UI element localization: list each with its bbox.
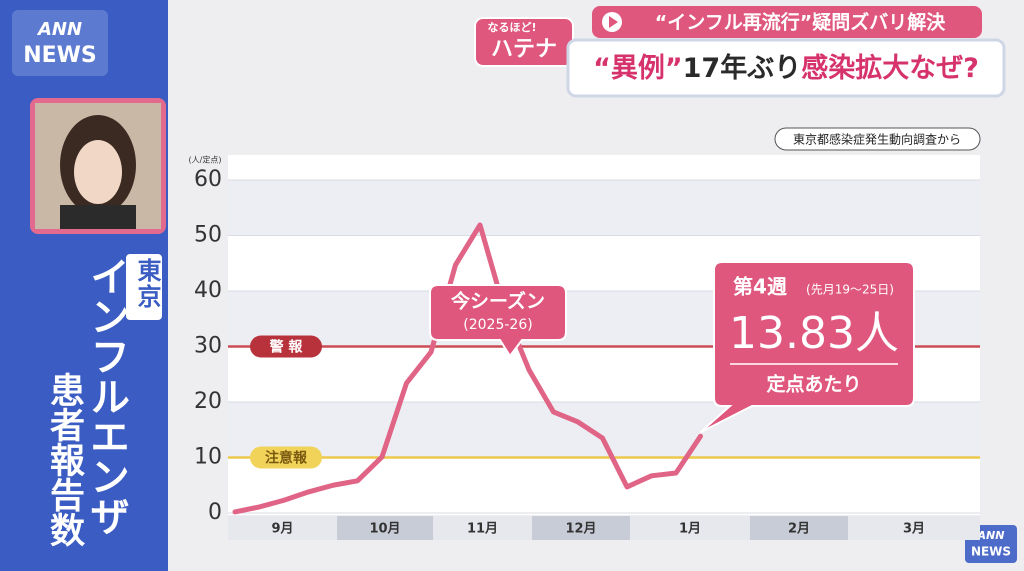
y-tick-label: 50 (194, 223, 222, 248)
x-tick-label: 11月 (467, 522, 498, 537)
stripe (228, 180, 980, 236)
logo-box (12, 10, 108, 76)
side-place: 東京 (133, 258, 161, 310)
threshold-label: 注意報 (265, 450, 308, 467)
headline-part: 感染拡大なぜ? (801, 52, 979, 84)
data-line (232, 222, 703, 515)
badge: ハテナ (491, 37, 557, 62)
threshold-label: 警 報 (270, 339, 304, 356)
source-box (774, 127, 981, 151)
threshold-badge (250, 335, 322, 358)
y-tick-label: 10 (194, 445, 222, 470)
headline: “異例”17年ぶり感染拡大なぜ? (593, 52, 979, 84)
month-band (433, 516, 532, 540)
play-triangle (609, 16, 618, 28)
season-callout (429, 284, 567, 358)
x-tick-label: 2月 (788, 522, 810, 537)
y-tick-label: 0 (208, 500, 222, 525)
photo-clothes (60, 205, 136, 229)
season-title: 今シーズン (450, 290, 545, 313)
month-band (228, 516, 337, 540)
x-tick-label: 3月 (903, 522, 925, 537)
side-subtitle: 患者報告数 (44, 372, 84, 547)
season-sub: (2025-26) (463, 317, 532, 333)
photo-face (74, 140, 122, 204)
topic: “インフル再流行”疑問ズバリ解決 (655, 11, 946, 34)
latest-title: 第4週 (733, 275, 787, 299)
y-unit: (人/定点) (189, 155, 222, 165)
corner-logo-bottom: NEWS (971, 545, 1011, 559)
stripe (228, 402, 980, 458)
month-band (630, 516, 750, 540)
latest-value: 13.83人 (729, 308, 899, 359)
side-title: インフルエンザ (83, 256, 129, 536)
topic-box (592, 6, 982, 38)
x-tick-label: 10月 (369, 522, 400, 537)
source: 東京都感染症発生動向調査から (793, 132, 961, 147)
latest-callout (699, 261, 915, 434)
month-band (337, 516, 433, 540)
x-tick-label: 9月 (271, 522, 293, 537)
latest-caption: 定点あたり (766, 373, 861, 396)
y-tick-label: 60 (194, 167, 222, 192)
headline-part: “異例” (593, 53, 683, 84)
y-tick-label: 20 (194, 389, 222, 414)
x-tick-label: 12月 (565, 522, 596, 537)
logo-top: ANN (36, 19, 82, 40)
month-band (750, 516, 848, 540)
x-tick-label: 1月 (679, 522, 701, 537)
month-band (532, 516, 630, 540)
threshold-badge (250, 446, 322, 469)
place-box (126, 254, 162, 320)
y-tick-label: 30 (194, 334, 222, 359)
headline-part: 17年ぶり (683, 52, 802, 84)
corner-logo-top: ANN (977, 529, 1005, 542)
latest-sub: (先月19～25日) (806, 283, 894, 297)
month-band (848, 516, 980, 540)
badge-small: なるほど! (487, 21, 536, 34)
y-tick-label: 40 (194, 278, 222, 303)
logo-bottom: NEWS (23, 43, 97, 68)
headline-box (566, 38, 1006, 98)
